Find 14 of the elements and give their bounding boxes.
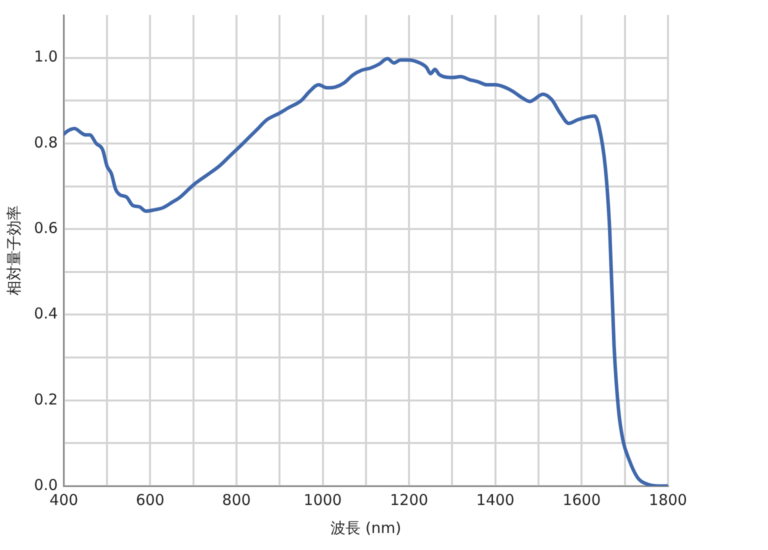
- y-tick-label: 0.2: [34, 390, 58, 408]
- x-tick-label: 600: [136, 490, 164, 509]
- x-tick-label: 1400: [476, 490, 514, 509]
- y-tick-label: 1.0: [34, 48, 58, 66]
- x-tick-label: 1200: [390, 490, 428, 509]
- x-tick-label: 1000: [304, 490, 342, 509]
- x-tick-label: 1800: [648, 490, 688, 509]
- y-tick-label: 0.8: [34, 133, 58, 152]
- y-tick-label: 0.4: [34, 304, 58, 323]
- y-axis-title: 相対量子効率: [4, 206, 23, 296]
- x-tick-label: 800: [222, 490, 251, 509]
- y-tick-label: 0.6: [34, 218, 58, 237]
- x-axis-title: 波長 (nm): [330, 518, 402, 537]
- x-tick-label: 1600: [562, 490, 601, 509]
